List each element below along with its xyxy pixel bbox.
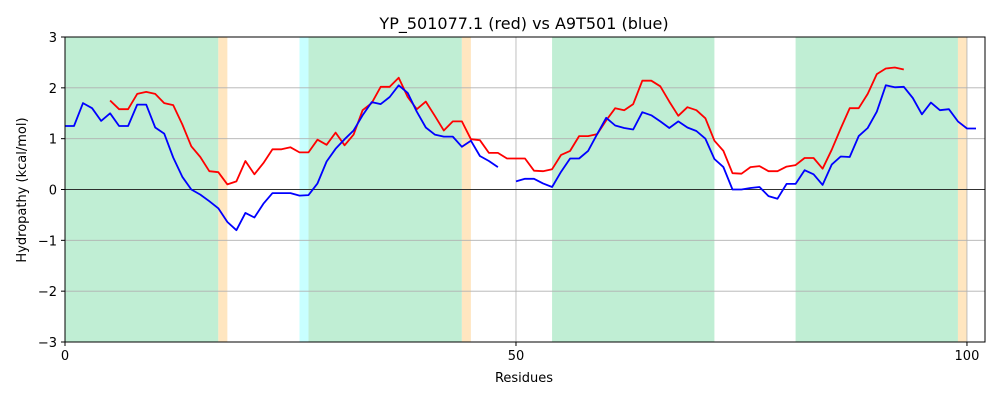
x-tick-label: 50 [508,349,525,364]
chart-title: YP_501077.1 (red) vs A9T501 (blue) [378,14,668,34]
y-tick-label: 1 [49,133,57,148]
y-axis-label: Hydropathy (kcal/mol) [15,117,30,262]
series-lines [65,66,976,232]
x-tick-label: 0 [61,349,69,364]
y-tick-label: −2 [38,285,57,300]
y-tick-label: 0 [49,184,57,199]
axis-ticks: 0 50 100 −3 −2 −1 0 1 2 3 [38,31,980,364]
y-tick-label: 3 [49,31,57,46]
y-tick-label: −3 [38,336,57,351]
y-tick-label: 2 [49,82,57,97]
red-series-line [109,66,904,186]
blue-series-line [515,84,976,200]
x-tick-label: 100 [955,349,980,364]
y-tick-label: −1 [38,234,57,249]
blue-series-line [65,84,499,232]
x-axis-label: Residues [495,371,553,386]
